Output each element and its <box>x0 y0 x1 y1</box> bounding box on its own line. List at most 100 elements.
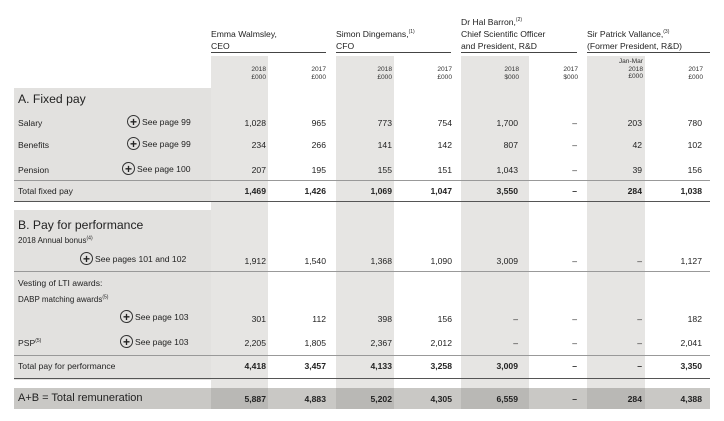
cell-dabp: – <box>513 314 518 324</box>
cell-total: 5,887 <box>244 394 266 404</box>
year-head: Jan-Mar 2018 £000 <box>618 58 643 80</box>
header-patrick: Sir Patrick Vallance,(3) (Former Preside… <box>587 28 682 52</box>
cell-benefits: 266 <box>311 140 326 150</box>
cell-total-fixed: 1,469 <box>244 186 266 196</box>
cell-dabp: 182 <box>687 314 702 324</box>
cell-total-perf: 3,258 <box>430 361 452 371</box>
cell-total-perf: – <box>572 361 577 371</box>
header-emma: Emma Walmsley, CEO <box>211 28 277 52</box>
cell-total: 4,388 <box>680 394 702 404</box>
total-shade-4 <box>587 388 645 409</box>
cell-psp: – <box>637 338 642 348</box>
year-head: 2018 £000 <box>251 66 266 81</box>
cell-bonus: – <box>572 256 577 266</box>
cell-pension: 207 <box>251 165 266 175</box>
cell-salary: 965 <box>311 118 326 128</box>
row-label-benefits: Benefits <box>18 140 50 150</box>
cell-pension: 195 <box>311 165 326 175</box>
cell-benefits: 234 <box>251 140 266 150</box>
section-total-remuneration: A+B = Total remuneration <box>18 392 143 404</box>
divider <box>14 355 710 356</box>
cell-total: 5,202 <box>370 394 392 404</box>
cell-psp: 2,012 <box>430 338 452 348</box>
see-page-benefits[interactable]: + See page 99 <box>127 137 191 150</box>
cell-total: 284 <box>627 394 642 404</box>
cell-total-fixed: 1,069 <box>370 186 392 196</box>
row-label-bonus: 2018 Annual bonus(4) <box>18 235 93 245</box>
cell-total-fixed: 284 <box>627 186 642 196</box>
row-label-lti: Vesting of LTI awards: <box>18 278 103 288</box>
header-name: Simon Dingemans, <box>336 29 409 39</box>
header-rule <box>211 52 326 53</box>
cell-dabp: – <box>572 314 577 324</box>
cell-total-perf: 4,418 <box>244 361 266 371</box>
cell-benefits: – <box>572 140 577 150</box>
footnote-marker: (3) <box>663 29 670 36</box>
see-page-psp[interactable]: + See page 103 <box>120 335 189 348</box>
cell-total-fixed: 1,038 <box>680 186 702 196</box>
see-page-salary[interactable]: + See page 99 <box>127 115 191 128</box>
cell-dabp: 301 <box>251 314 266 324</box>
row-label-pension: Pension <box>18 165 50 175</box>
footnote-marker: (2) <box>515 17 523 24</box>
header-name: Dr Hal Barron, <box>461 17 516 27</box>
cell-benefits: 102 <box>687 140 702 150</box>
cell-salary: 203 <box>627 118 642 128</box>
header-role: (Former President, R&D) <box>587 41 683 51</box>
see-pages-bonus[interactable]: + See pages 101 and 102 <box>80 252 186 265</box>
section-fixed-pay: A. Fixed pay <box>18 92 86 106</box>
cell-pension: 39 <box>632 165 642 175</box>
cell-total-perf: 3,457 <box>304 361 326 371</box>
cell-benefits: 141 <box>377 140 392 150</box>
row-label-dabp: DABP matching awards(5) <box>18 294 109 304</box>
cell-salary: – <box>572 118 577 128</box>
cell-salary: 754 <box>437 118 452 128</box>
header-rule <box>587 52 710 53</box>
col-shade-3 <box>461 56 529 408</box>
header-name: Sir Patrick Vallance, <box>587 29 664 39</box>
total-shade-1 <box>211 388 268 409</box>
header-rule <box>461 52 577 53</box>
see-page-pension[interactable]: + See page 100 <box>122 162 191 175</box>
plus-circle-icon: + <box>122 162 135 175</box>
year-head: 2017 $000 <box>563 66 578 81</box>
header-role-2: and President, R&D <box>461 41 537 51</box>
header-name: Emma Walmsley, <box>211 29 277 39</box>
cell-dabp: 398 <box>377 314 392 324</box>
cell-pension: – <box>572 165 577 175</box>
fixed-label-bg <box>14 88 211 201</box>
plus-circle-icon: + <box>120 335 133 348</box>
header-simon: Simon Dingemans,(1) CFO <box>336 28 415 52</box>
cell-pension: 151 <box>437 165 452 175</box>
cell-total: 4,883 <box>304 394 326 404</box>
header-role: CFO <box>336 41 355 51</box>
cell-bonus: 3,009 <box>496 256 518 266</box>
cell-bonus: 1,090 <box>430 256 452 266</box>
see-page-dabp[interactable]: + See page 103 <box>120 310 189 323</box>
col-shade-2 <box>336 56 394 408</box>
plus-circle-icon: + <box>127 115 140 128</box>
cell-pension: 1,043 <box>496 165 518 175</box>
cell-salary: 1,700 <box>496 118 518 128</box>
cell-salary: 773 <box>377 118 392 128</box>
col-shade-1 <box>211 56 268 408</box>
year-head: 2017 £000 <box>437 66 452 81</box>
cell-psp: 2,205 <box>244 338 266 348</box>
cell-total: – <box>572 394 577 404</box>
cell-total-perf: 4,133 <box>370 361 392 371</box>
header-role: Chief Scientific Officer <box>461 29 546 39</box>
cell-bonus: 1,368 <box>370 256 392 266</box>
divider <box>14 201 710 202</box>
total-shade-2 <box>336 388 394 409</box>
cell-psp: – <box>513 338 518 348</box>
cell-bonus: 1,540 <box>304 256 326 266</box>
row-label-total-perf: Total pay for performance <box>18 361 116 371</box>
plus-circle-icon: + <box>80 252 93 265</box>
row-label-total-fixed: Total fixed pay <box>18 186 73 196</box>
cell-dabp: 156 <box>437 314 452 324</box>
cell-bonus: – <box>637 256 642 266</box>
cell-psp: – <box>572 338 577 348</box>
total-shade-3 <box>461 388 529 409</box>
cell-total: 6,559 <box>496 394 518 404</box>
row-label-salary: Salary <box>18 118 43 128</box>
